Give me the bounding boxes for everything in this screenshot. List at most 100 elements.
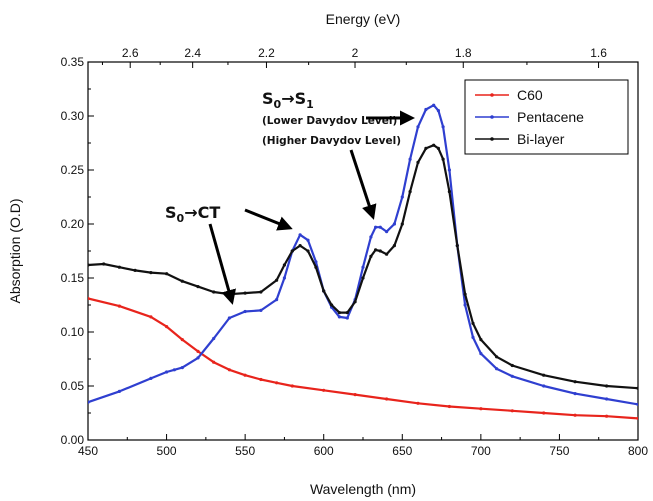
data-point [212, 336, 216, 341]
anno-s0s1-sub1: 1 [306, 98, 314, 111]
data-point [432, 103, 436, 107]
data-point [471, 321, 475, 325]
data-point [330, 303, 334, 307]
data-point [573, 392, 577, 396]
data-point [306, 249, 310, 253]
anno-s0ct-sub0: 0 [177, 212, 185, 225]
anno-s0s1-s2: S [295, 89, 307, 108]
data-point [441, 157, 445, 161]
y-tick-label-1: 0.05 [61, 379, 85, 393]
data-point [416, 401, 420, 405]
anno-s0s1-sub0: 0 [274, 98, 282, 111]
data-point [88, 263, 90, 267]
data-point [361, 276, 365, 280]
data-point [408, 190, 412, 194]
data-point [172, 368, 176, 372]
data-point [275, 278, 279, 282]
data-point [227, 368, 231, 372]
top-tick-label-4: 1.8 [455, 46, 472, 60]
legend-marker-pentacene [490, 115, 494, 119]
legend-label-bilayer: Bi-layer [517, 131, 565, 147]
anno-higher-davydov: (Higher Davydov Level) [262, 135, 401, 147]
data-point [447, 404, 451, 409]
data-point [495, 355, 499, 359]
annotation-s0-ct: S0→CT [165, 203, 220, 225]
data-point [165, 370, 169, 374]
y-tick-label-5: 0.25 [61, 163, 85, 177]
data-point [149, 376, 153, 380]
data-point [573, 380, 577, 384]
data-point [392, 222, 396, 226]
data-point [259, 290, 263, 294]
data-point [353, 393, 357, 397]
data-point [369, 235, 373, 239]
data-point [400, 195, 404, 199]
x-tick-label-5: 700 [471, 444, 491, 458]
data-point [455, 244, 459, 248]
anno-s0s1-arrow: → [281, 89, 294, 108]
top-axis-title: Energy (eV) [326, 11, 401, 27]
y-tick-label-4: 0.20 [61, 217, 85, 231]
data-point [180, 366, 184, 370]
data-point [275, 298, 279, 302]
data-point [471, 335, 475, 339]
data-point [117, 389, 121, 393]
data-point [259, 377, 263, 382]
data-point [133, 268, 137, 272]
anno-s0s1-s: S [262, 89, 274, 108]
data-point [408, 157, 412, 161]
data-point [510, 374, 514, 378]
data-point [149, 315, 153, 319]
data-point [337, 315, 341, 319]
data-point [463, 303, 467, 307]
data-point [385, 230, 389, 234]
anno-lower-davydov: (Lower Davydov Level) [262, 115, 397, 127]
data-point [243, 309, 247, 314]
y-tick-label-7: 0.35 [61, 55, 85, 69]
data-point [117, 304, 121, 308]
y-tick-label-3: 0.15 [61, 271, 85, 285]
data-point [306, 238, 310, 242]
data-point [369, 254, 373, 258]
data-point [353, 300, 357, 304]
x-tick-label-0: 450 [78, 444, 98, 458]
annotation-s0-s1: S0→S1 (Lower Davydov Level) (Higher Davy… [262, 89, 401, 147]
data-point [447, 168, 451, 172]
x-tick-label-6: 750 [549, 444, 569, 458]
data-point [149, 271, 153, 275]
data-point [88, 296, 90, 301]
x-tick-label-2: 550 [235, 444, 255, 458]
data-point [290, 384, 294, 388]
data-point [479, 407, 483, 411]
data-point [88, 400, 90, 404]
data-point [479, 338, 483, 342]
data-point [636, 402, 638, 406]
data-point [180, 279, 184, 283]
svg-text:S0→S1: S0→S1 [262, 89, 314, 111]
data-point [361, 265, 365, 269]
data-point [416, 160, 420, 164]
data-point [392, 244, 396, 248]
data-point [400, 222, 404, 226]
anno-s0ct-rest: →CT [184, 203, 220, 222]
data-point [378, 225, 382, 229]
data-point [424, 107, 428, 112]
series-bi-layer [88, 143, 638, 390]
anno-s0ct-s: S [165, 203, 177, 222]
y-axis-title: Absorption (O.D) [7, 198, 23, 303]
x-axis-title: Wavelength (nm) [310, 481, 416, 497]
top-tick-label-2: 2.2 [258, 46, 275, 60]
arrow-s0ct-shoulder [208, 223, 236, 305]
data-point [441, 125, 445, 129]
data-point [227, 316, 231, 320]
legend: C60 Pentacene Bi-layer [464, 79, 629, 155]
data-point [196, 285, 200, 289]
data-point [322, 388, 326, 392]
data-point [495, 367, 499, 371]
data-point [345, 316, 349, 320]
data-point [196, 349, 200, 353]
data-point [385, 252, 389, 256]
arrow-s0ct-cross [244, 208, 293, 231]
data-point [479, 352, 483, 356]
data-point [298, 233, 302, 237]
